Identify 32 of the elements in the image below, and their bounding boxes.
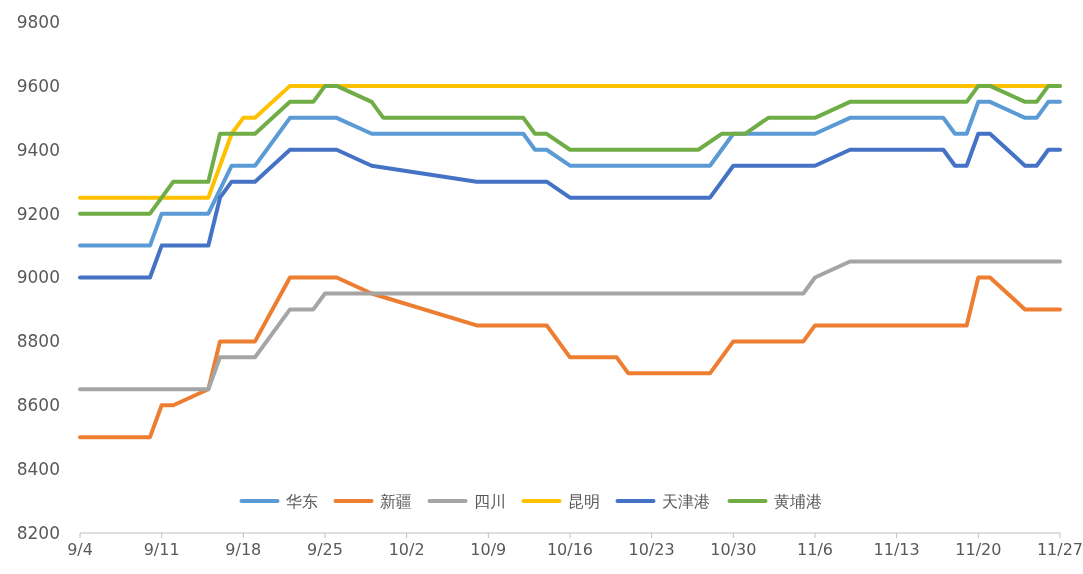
x-tick-label: 9/18	[225, 540, 262, 559]
x-tick-label: 10/16	[546, 540, 594, 559]
x-tick-label: 9/4	[67, 540, 93, 559]
line-series	[78, 99, 1062, 248]
x-tick-label: 11/6	[797, 540, 833, 559]
line-series	[78, 131, 1062, 280]
x-tick-label: 10/2	[388, 540, 425, 559]
y-tick-label: 8400	[16, 459, 60, 480]
x-tick-label: 10/9	[470, 540, 507, 559]
legend-label: 昆明	[567, 491, 600, 511]
x-tick-label: 11/13	[873, 540, 920, 559]
y-tick-label: 8800	[16, 331, 60, 352]
y-tick-label: 9000	[16, 267, 60, 288]
legend-label: 华东	[285, 491, 318, 511]
line-series	[78, 275, 1062, 440]
y-tick-label: 9400	[16, 139, 60, 160]
x-tick-label: 9/25	[307, 540, 343, 559]
legend-label: 黄埔港	[773, 491, 822, 511]
legend-label: 天津港	[661, 491, 710, 511]
y-tick-label: 8600	[16, 395, 60, 416]
y-tick-label: 9200	[16, 203, 60, 224]
x-tick-label: 10/23	[628, 540, 675, 559]
legend-label: 新疆	[379, 491, 412, 511]
x-tick-label: 11/20	[955, 540, 1002, 559]
x-tick-label: 10/30	[710, 540, 757, 559]
x-tick-label: 9/11	[143, 540, 180, 559]
x-tick-label: 11/27	[1036, 540, 1083, 559]
line-series	[78, 259, 1062, 392]
y-tick-label: 8200	[16, 522, 60, 543]
y-tick-label: 9800	[16, 11, 60, 32]
legend-label: 四川	[473, 491, 506, 511]
y-tick-label: 9600	[16, 75, 60, 96]
